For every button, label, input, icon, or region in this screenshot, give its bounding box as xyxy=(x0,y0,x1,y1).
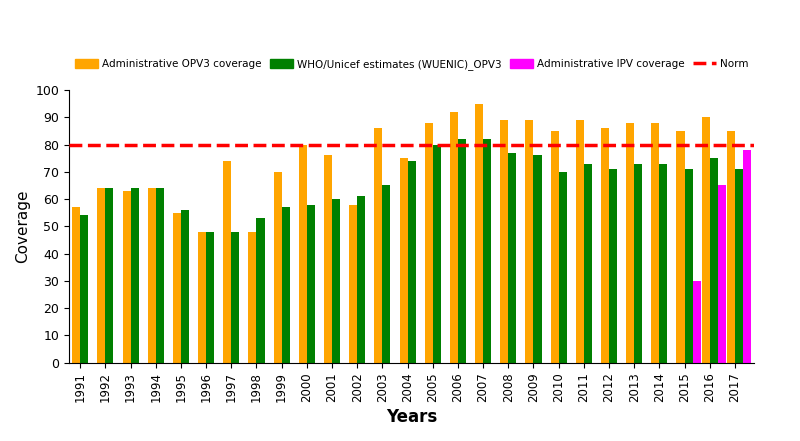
Bar xyxy=(550,131,558,363)
Bar xyxy=(399,158,407,363)
Bar xyxy=(298,145,307,363)
Bar xyxy=(332,199,340,363)
Bar xyxy=(98,188,106,363)
Bar xyxy=(324,156,332,363)
Bar xyxy=(718,186,726,363)
Bar xyxy=(349,205,358,363)
Bar xyxy=(584,164,592,363)
Bar xyxy=(475,104,483,363)
Bar xyxy=(257,218,265,363)
Bar xyxy=(433,145,441,363)
Bar xyxy=(710,158,718,363)
Bar xyxy=(735,169,743,363)
Bar xyxy=(450,112,458,363)
Y-axis label: Coverage: Coverage xyxy=(15,190,30,263)
Bar xyxy=(702,117,710,363)
Bar xyxy=(382,186,390,363)
Bar xyxy=(80,216,88,363)
Legend: Administrative OPV3 coverage, WHO/Unicef estimates (WUENIC)_OPV3, Administrative: Administrative OPV3 coverage, WHO/Unicef… xyxy=(70,55,753,74)
Bar xyxy=(500,120,508,363)
Bar xyxy=(609,169,617,363)
Bar xyxy=(282,207,290,363)
Bar xyxy=(626,123,634,363)
Bar xyxy=(173,213,181,363)
Bar xyxy=(122,191,130,363)
Bar xyxy=(425,123,433,363)
Bar xyxy=(148,188,156,363)
Bar xyxy=(685,169,693,363)
Bar xyxy=(274,172,282,363)
X-axis label: Years: Years xyxy=(386,408,438,426)
Bar xyxy=(693,281,701,363)
Bar xyxy=(231,232,239,363)
Bar xyxy=(156,188,164,363)
Bar xyxy=(743,150,751,363)
Bar xyxy=(508,153,516,363)
Bar xyxy=(651,123,659,363)
Bar xyxy=(407,161,416,363)
Bar xyxy=(130,188,138,363)
Bar xyxy=(223,161,231,363)
Bar xyxy=(374,128,382,363)
Bar xyxy=(727,131,735,363)
Bar xyxy=(483,139,491,363)
Bar xyxy=(72,207,80,363)
Bar xyxy=(526,120,534,363)
Bar xyxy=(458,139,466,363)
Bar xyxy=(634,164,642,363)
Bar xyxy=(576,120,584,363)
Bar xyxy=(307,205,315,363)
Bar xyxy=(601,128,609,363)
Bar xyxy=(181,210,189,363)
Bar xyxy=(677,131,685,363)
Bar xyxy=(206,232,214,363)
Bar xyxy=(558,172,566,363)
Bar xyxy=(106,188,114,363)
Bar xyxy=(249,232,257,363)
Bar xyxy=(358,196,366,363)
Bar xyxy=(198,232,206,363)
Bar xyxy=(534,156,542,363)
Bar xyxy=(659,164,667,363)
